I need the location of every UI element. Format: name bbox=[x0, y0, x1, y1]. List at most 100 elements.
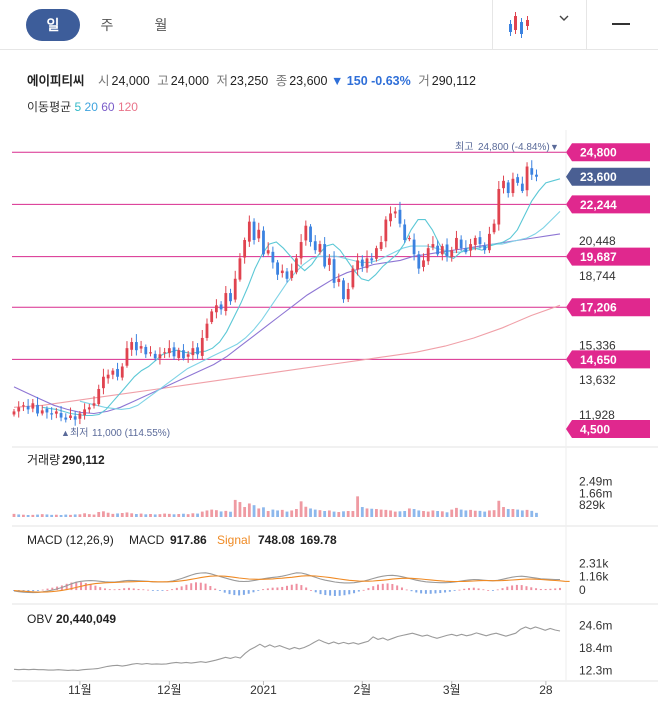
volume-bar bbox=[426, 511, 430, 517]
volume-bar bbox=[177, 514, 181, 517]
ma-120-line bbox=[13, 304, 561, 408]
candle-body bbox=[59, 413, 63, 418]
volume-bar bbox=[370, 508, 374, 517]
macd-histogram-bar bbox=[171, 589, 174, 591]
candle-body bbox=[191, 348, 195, 356]
macd-histogram-bar bbox=[56, 586, 59, 591]
candle-body bbox=[389, 213, 392, 222]
macd-histogram-bar bbox=[223, 590, 226, 593]
volume-bar bbox=[36, 514, 39, 517]
chevron-down-icon[interactable] bbox=[558, 12, 570, 27]
macd-tick-label: 1.16k bbox=[579, 570, 609, 584]
candle-body bbox=[436, 245, 440, 255]
volume-bar bbox=[313, 509, 317, 517]
candle-body bbox=[116, 368, 119, 377]
low-marker-label: 최저 bbox=[70, 427, 88, 439]
candle-body bbox=[445, 244, 449, 257]
volume-bar bbox=[130, 513, 134, 517]
macd-histogram-bar bbox=[70, 582, 73, 591]
tab-daily[interactable]: 일 bbox=[26, 9, 80, 41]
candle-body bbox=[257, 229, 261, 239]
macd-histogram-bar bbox=[400, 587, 403, 591]
volume-bar bbox=[83, 513, 87, 517]
volume-bar bbox=[290, 510, 294, 517]
candle-body bbox=[167, 348, 171, 354]
candle-body bbox=[233, 278, 237, 300]
macd-histogram-bar bbox=[166, 590, 169, 591]
macd-histogram-bar bbox=[156, 590, 159, 591]
volume-bar bbox=[356, 496, 360, 517]
macd-histogram-bar bbox=[362, 589, 365, 591]
volume-bar bbox=[407, 508, 411, 517]
candle-body bbox=[139, 346, 143, 349]
candle-body bbox=[92, 403, 96, 406]
candle-body bbox=[54, 411, 58, 414]
candle-body bbox=[342, 280, 345, 300]
macd-histogram-bar bbox=[544, 588, 547, 591]
macd-histogram-bar bbox=[305, 587, 308, 591]
macd-histogram-bar bbox=[520, 585, 523, 591]
volume-bar bbox=[332, 511, 336, 517]
volume-bar bbox=[111, 513, 115, 517]
ma-5-label: 5 bbox=[74, 100, 82, 114]
price-level-tag bbox=[566, 350, 650, 369]
macd-histogram-bar bbox=[51, 587, 54, 591]
macd-histogram-bar bbox=[75, 581, 78, 591]
volume-bar bbox=[139, 513, 143, 517]
volume-bar bbox=[459, 509, 463, 517]
macd-histogram-bar bbox=[218, 590, 221, 591]
candle-body bbox=[102, 376, 105, 389]
macd-histogram-bar bbox=[262, 589, 265, 591]
macd-histogram-bar bbox=[32, 590, 35, 592]
volume-bar bbox=[219, 511, 223, 517]
volume-bar bbox=[92, 514, 96, 517]
x-tick-label: 12월 bbox=[157, 683, 181, 697]
candle-body bbox=[229, 293, 232, 302]
high-marker-label: 최고 bbox=[455, 141, 473, 153]
candle-body bbox=[144, 346, 148, 355]
volume-bar bbox=[163, 513, 167, 517]
macd-histogram-bar bbox=[343, 590, 346, 596]
volume-bar bbox=[375, 509, 378, 517]
volume-bar bbox=[379, 509, 383, 517]
menu-icon[interactable] bbox=[610, 10, 634, 38]
macd-histogram-bar bbox=[300, 585, 303, 591]
macd-histogram-bar bbox=[233, 590, 236, 596]
candle-body bbox=[130, 342, 134, 350]
candle-body bbox=[290, 270, 294, 278]
volume-bar bbox=[464, 510, 468, 517]
candle-body bbox=[120, 366, 124, 378]
candle-body bbox=[478, 237, 482, 245]
volume-bar bbox=[431, 510, 435, 517]
macd-histogram-bar bbox=[482, 589, 485, 591]
candle-body bbox=[149, 352, 152, 354]
candle-body bbox=[186, 354, 190, 357]
candle-body bbox=[318, 244, 322, 252]
volume-bar bbox=[45, 514, 49, 517]
candle-body bbox=[483, 245, 487, 251]
candle-body bbox=[285, 271, 289, 279]
moving-average-legend[interactable]: 이동평균 5 20 60 120 bbox=[27, 98, 138, 115]
tab-monthly[interactable]: 월 bbox=[154, 17, 168, 33]
macd-histogram-bar bbox=[468, 588, 470, 591]
macd-histogram-bar bbox=[525, 586, 528, 591]
volume-bar bbox=[520, 510, 524, 517]
price-level-tag bbox=[566, 143, 650, 162]
price-tick-label: 20,448 bbox=[579, 234, 616, 248]
macd-histogram-bar bbox=[424, 590, 427, 594]
obv-tick-label: 18.4m bbox=[579, 641, 612, 655]
price-level-tag-label: 24,800 bbox=[580, 146, 617, 160]
tab-weekly[interactable]: 주 bbox=[100, 17, 114, 33]
macd-histogram-bar bbox=[65, 583, 68, 591]
volume-bar bbox=[87, 514, 91, 517]
ma-120-label: 120 bbox=[117, 100, 138, 114]
ma-60-line bbox=[13, 233, 561, 415]
candle-body bbox=[262, 230, 265, 255]
volume-bar bbox=[134, 514, 138, 517]
candle-body bbox=[360, 259, 364, 267]
candle-body bbox=[40, 410, 44, 414]
macd-label: MACD bbox=[129, 533, 165, 547]
macd-histogram-bar bbox=[127, 587, 130, 591]
chart-type-button[interactable] bbox=[506, 10, 574, 40]
